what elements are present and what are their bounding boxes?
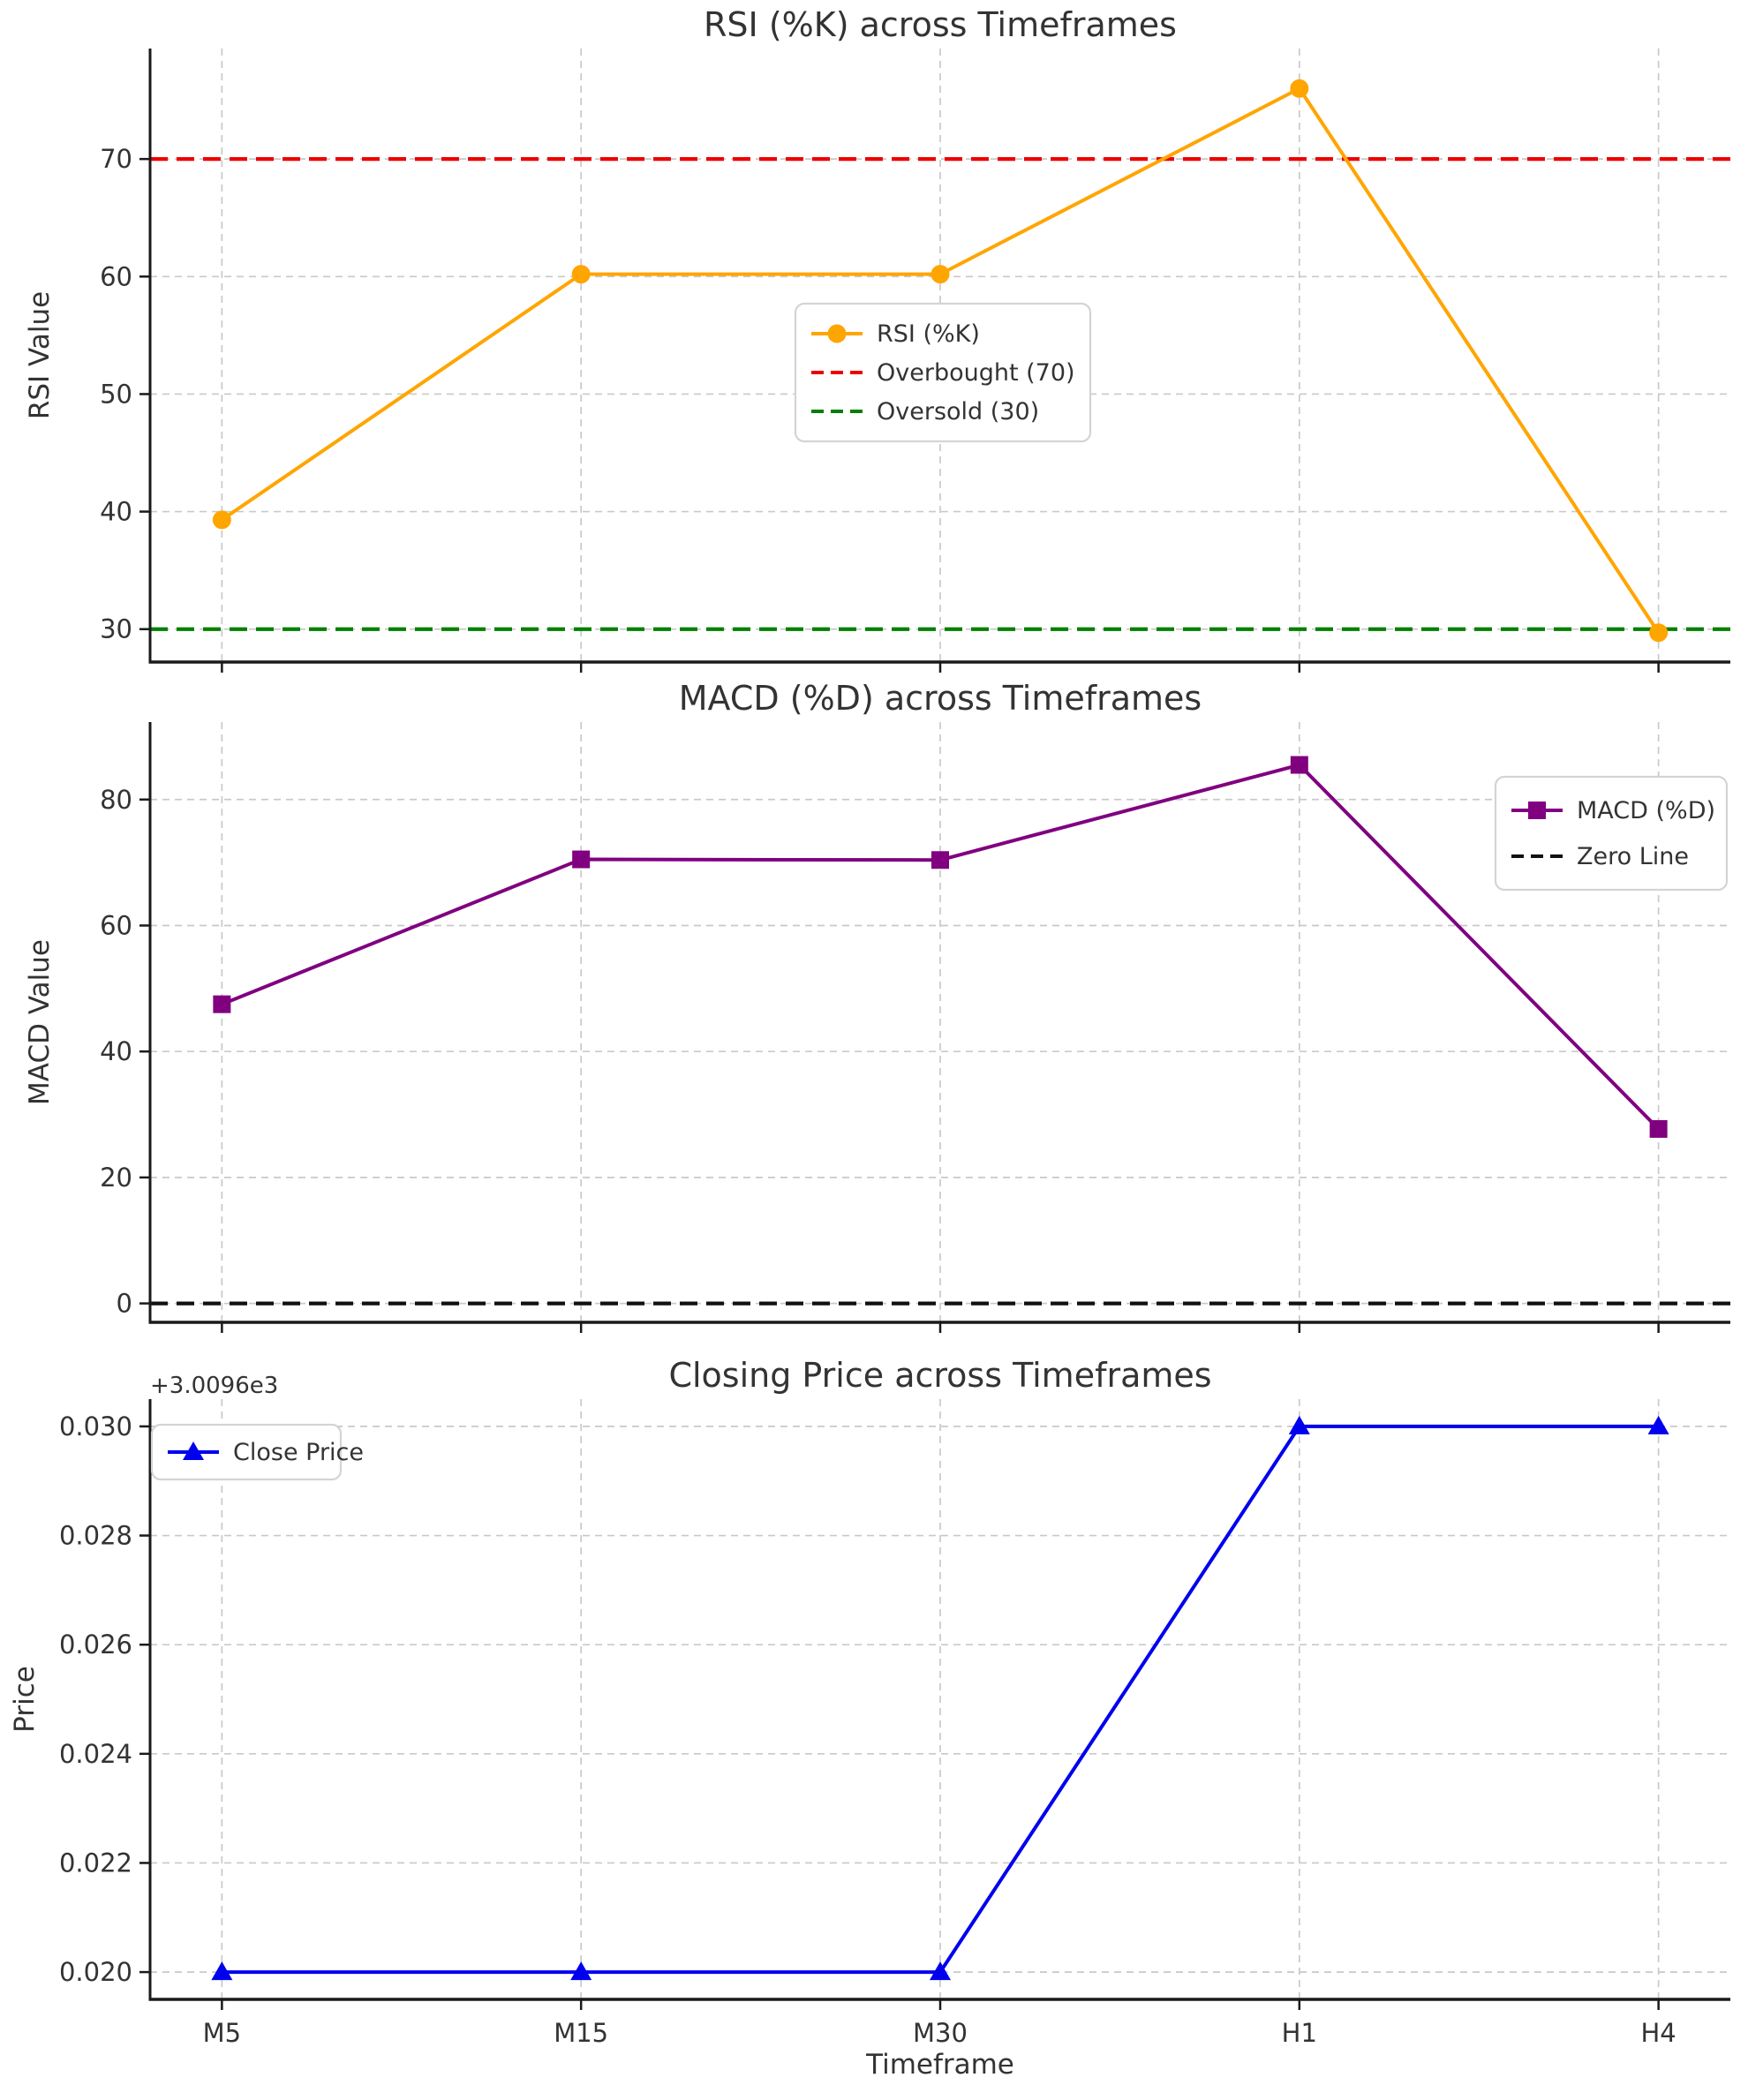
y-tick-label: 0.026: [59, 1630, 132, 1660]
legend-box: [1494, 775, 1729, 892]
series-marker-square: [213, 995, 231, 1013]
y-axis-label: Price: [9, 1666, 41, 1733]
y-tick-label: 0.020: [59, 1957, 132, 1987]
y-tick-label: 20: [100, 1163, 132, 1193]
series-marker-square: [1290, 756, 1308, 774]
subplot-3: 0.020 0.022 0.024 0.026 0.028 0.030 M5 M15 M30 H1…: [9, 1356, 1730, 2048]
legend: RSI (%K) Overbought (70) Oversold (30): [794, 302, 1092, 443]
y-tick-label: 0.022: [59, 1848, 132, 1878]
x-axis-label: Timeframe: [865, 2049, 1014, 2081]
subplot-title: MACD (%D) across Timeframes: [679, 679, 1202, 718]
x-tick-label: H4: [1641, 2018, 1676, 2048]
series-marker-triangle: [1647, 1415, 1669, 1434]
y-tick-label: 0.030: [59, 1411, 132, 1441]
x-tick-label: M5: [203, 2018, 241, 2048]
series-marker-circle: [1649, 623, 1669, 643]
legend-sample-marker: [1528, 802, 1546, 819]
x-tick-label: M30: [913, 2018, 968, 2048]
series-marker-circle: [212, 510, 231, 530]
y-tick-label: 80: [100, 785, 132, 815]
y-tick-label: 30: [100, 614, 132, 644]
axis-offset-text: +3.0096e3: [150, 1373, 278, 1399]
legend-box: [150, 1423, 343, 1481]
y-tick-label: 60: [100, 910, 132, 940]
legend-label: Oversold (30): [877, 398, 1039, 425]
legend-label: MACD (%D): [1577, 797, 1715, 824]
series-marker-circle: [1290, 79, 1309, 98]
legend-label: Overbought (70): [877, 359, 1075, 387]
y-tick-label: 40: [100, 497, 132, 527]
y-tick-label: 0.024: [59, 1739, 132, 1769]
subplot-title: Closing Price across Timeframes: [668, 1356, 1211, 1395]
y-axis-label: RSI Value: [24, 291, 56, 419]
subplot-1: 30 40 50 60 70 RSI (%K) across Timeframes RSI …: [24, 5, 1730, 673]
series-marker-square: [572, 850, 591, 869]
x-tick-label: M15: [554, 2018, 608, 2048]
series-marker-triangle: [1288, 1415, 1310, 1434]
series-marker-circle: [931, 265, 950, 284]
y-tick-label: 40: [100, 1036, 132, 1066]
y-tick-label: 70: [100, 144, 132, 174]
legend-label: Close Price: [233, 1439, 364, 1466]
y-tick-label: 0.028: [59, 1521, 132, 1551]
legend-label: Zero Line: [1577, 843, 1689, 870]
legend-sample-marker: [827, 324, 847, 343]
series-marker-triangle: [930, 1961, 951, 1981]
legend: MACD (%D) Zero Line: [1494, 775, 1729, 892]
y-tick-label: 50: [100, 379, 132, 409]
series-marker-square: [931, 851, 949, 869]
series-marker-circle: [571, 265, 591, 284]
legend-sample-marker: [183, 1441, 204, 1460]
legend-box: [794, 302, 1092, 443]
subplot-2: 0 20 40 60 80 MACD (%D) across Timeframes MACD…: [24, 679, 1730, 1333]
series-marker-triangle: [570, 1961, 592, 1981]
legend-label: RSI (%K): [877, 320, 980, 348]
y-tick-label: 60: [100, 261, 132, 291]
legend: Close Price: [150, 1423, 364, 1481]
series-marker-triangle: [211, 1961, 233, 1981]
y-axis-label: MACD Value: [24, 939, 56, 1105]
y-tick-label: 0: [117, 1289, 132, 1319]
x-tick-label: H1: [1282, 2018, 1317, 2048]
series-marker-square: [1649, 1119, 1668, 1138]
subplot-title: RSI (%K) across Timeframes: [704, 5, 1177, 44]
